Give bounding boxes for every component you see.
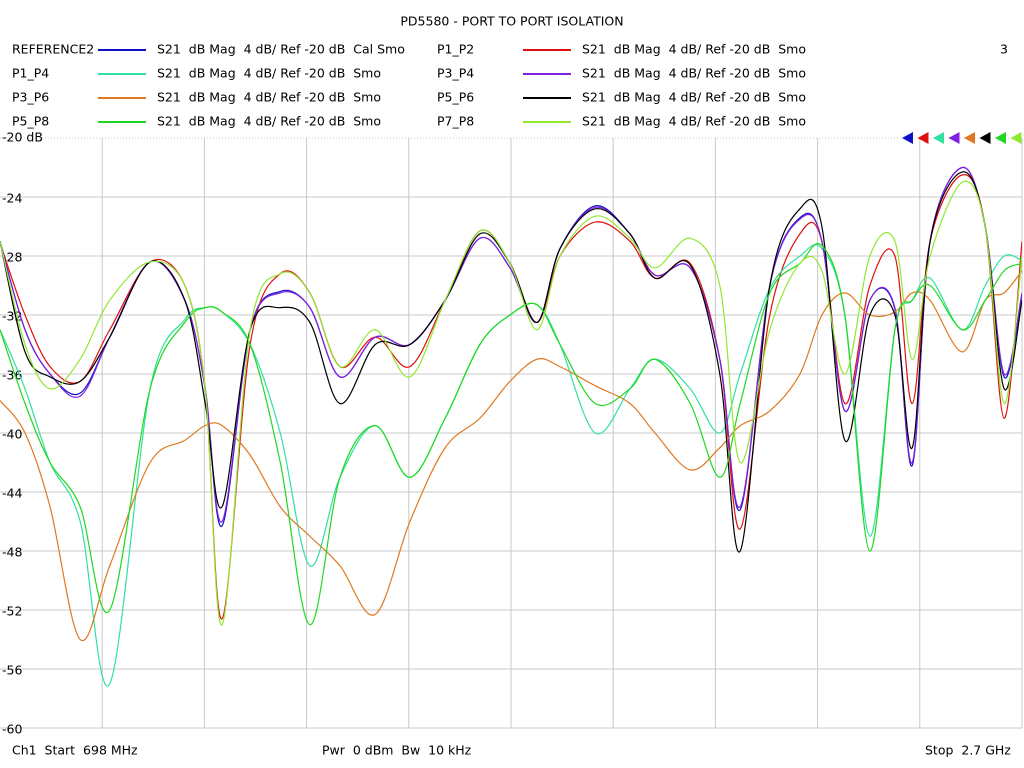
reference-marker: [917, 132, 929, 144]
trace: [0, 243, 1022, 626]
legend-description: S21 dB Mag 4 dB/ Ref -20 dB Smo: [157, 114, 381, 129]
footer-start: Ch1 Start 698 MHz: [12, 743, 138, 758]
legend-description: S21 dB Mag 4 dB/ Ref -20 dB Smo: [157, 66, 381, 81]
legend-description: S21 dB Mag 4 dB/ Ref -20 dB Smo: [582, 42, 806, 57]
legend-description: S21 dB Mag 4 dB/ Ref -20 dB Smo: [582, 66, 806, 81]
reference-marker: [902, 132, 913, 144]
legend-name: P7_P8: [437, 114, 474, 129]
legend-name: P5_P6: [437, 90, 474, 105]
legend-description: S21 dB Mag 4 dB/ Ref -20 dB Smo: [582, 90, 806, 105]
traces: [0, 166, 1022, 687]
trace: [0, 166, 1022, 523]
y-tick-label: -36: [2, 368, 22, 383]
legend-description: S21 dB Mag 4 dB/ Ref -20 dB Smo: [582, 114, 806, 129]
legend-name: P1_P2: [437, 42, 474, 57]
legend-name: REFERENCE2: [12, 42, 94, 57]
legend-name: P1_P4: [12, 66, 49, 81]
channel-number: 3: [1000, 42, 1008, 57]
reference-marker: [933, 132, 944, 144]
legend-name: P3_P4: [437, 66, 474, 81]
footer-stop: Stop 2.7 GHz: [925, 743, 1011, 758]
trace: [0, 171, 1022, 553]
trace: [0, 270, 1022, 642]
y-tick-label: -56: [2, 663, 22, 678]
y-tick-label: -32: [2, 309, 22, 324]
legend-name: P3_P6: [12, 90, 49, 105]
y-tick-label: -24: [2, 191, 22, 206]
legend-name: P5_P8: [12, 114, 49, 129]
reference-marker: [964, 132, 975, 144]
y-tick-label: -52: [2, 604, 22, 619]
y-tick-label: -20 dB: [2, 130, 43, 145]
trace: [0, 180, 1022, 626]
footer-power: Pwr 0 dBm Bw 10 kHz: [322, 743, 472, 758]
chart-title: PD5580 - PORT TO PORT ISOLATION: [400, 14, 623, 29]
legend-description: S21 dB Mag 4 dB/ Ref -20 dB Cal Smo: [157, 42, 405, 57]
y-tick-label: -60: [2, 722, 22, 737]
y-tick-label: -44: [2, 486, 22, 501]
y-tick-label: -28: [2, 250, 22, 265]
markers: [902, 132, 1022, 144]
y-tick-label: -48: [2, 545, 22, 560]
grid: -20 dB -24 -28 -32 -36 -40 -44 -48 -52 -56 -60: [0, 130, 1023, 737]
legend-description: S21 dB Mag 4 dB/ Ref -20 dB Smo: [157, 90, 381, 105]
reference-marker: [979, 132, 991, 144]
reference-marker: [1010, 132, 1022, 144]
reference-marker: [995, 132, 1006, 144]
y-tick-label: -40: [2, 427, 22, 442]
reference-marker: [948, 132, 960, 144]
